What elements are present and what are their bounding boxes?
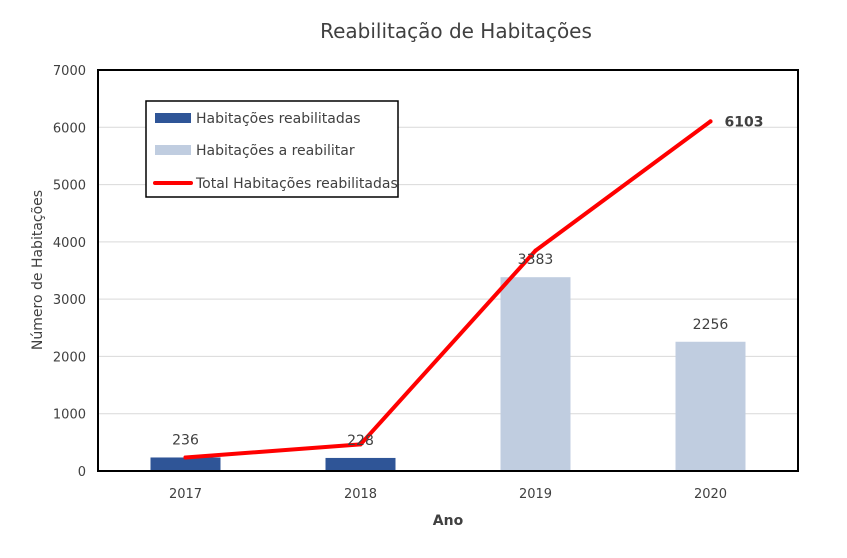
bar-value-label: 228 bbox=[347, 433, 374, 449]
x-tick-label: 2020 bbox=[694, 487, 727, 502]
bar bbox=[325, 457, 396, 471]
y-tick-label: 1000 bbox=[53, 408, 86, 423]
y-axis-label: Número de Habitações bbox=[30, 190, 46, 350]
y-tick-label: 3000 bbox=[53, 293, 86, 308]
line-point bbox=[533, 248, 538, 253]
y-tick-label: 0 bbox=[78, 465, 86, 480]
x-axis-label: Ano bbox=[433, 513, 464, 529]
bar bbox=[500, 277, 571, 471]
bar-value-label: 236 bbox=[172, 432, 199, 448]
bar-value-label: 3383 bbox=[518, 252, 554, 268]
legend-label: Total Habitações reabilitadas bbox=[195, 176, 398, 192]
legend-label: Habitações a reabilitar bbox=[196, 143, 355, 159]
x-tick-label: 2017 bbox=[169, 487, 202, 502]
y-tick-label: 2000 bbox=[53, 350, 86, 365]
y-tick-label: 7000 bbox=[53, 64, 86, 79]
bar-value-label: 2256 bbox=[693, 317, 729, 333]
x-tick-labels: 2017 2018 2019 2020 bbox=[169, 487, 727, 502]
y-tick-labels: 0 1000 2000 3000 4000 5000 6000 7000 bbox=[53, 64, 86, 480]
data-labels: 236 228 3383 2256 6103 bbox=[172, 114, 763, 449]
bars bbox=[150, 277, 746, 471]
plot-frame bbox=[97, 69, 799, 472]
legend: Habitações reabilitadas Habitações a reab… bbox=[145, 100, 399, 198]
line-point bbox=[708, 119, 713, 124]
legend-swatch bbox=[155, 113, 191, 123]
line-point bbox=[183, 455, 188, 460]
y-tick-label: 6000 bbox=[53, 121, 86, 136]
chart-title: Reabilitação de Habitações bbox=[320, 19, 592, 43]
legend-swatch bbox=[155, 145, 191, 155]
bar bbox=[150, 457, 221, 471]
line-value-label: 6103 bbox=[725, 114, 764, 130]
line-point bbox=[358, 442, 363, 447]
total-line bbox=[183, 119, 713, 460]
line-series bbox=[183, 119, 713, 460]
x-tick-label: 2018 bbox=[344, 487, 377, 502]
bar bbox=[675, 341, 746, 471]
y-tick-label: 5000 bbox=[53, 179, 86, 194]
y-tick-label: 4000 bbox=[53, 236, 86, 251]
legend-label: Habitações reabilitadas bbox=[196, 111, 361, 127]
x-tick-label: 2019 bbox=[519, 487, 552, 502]
